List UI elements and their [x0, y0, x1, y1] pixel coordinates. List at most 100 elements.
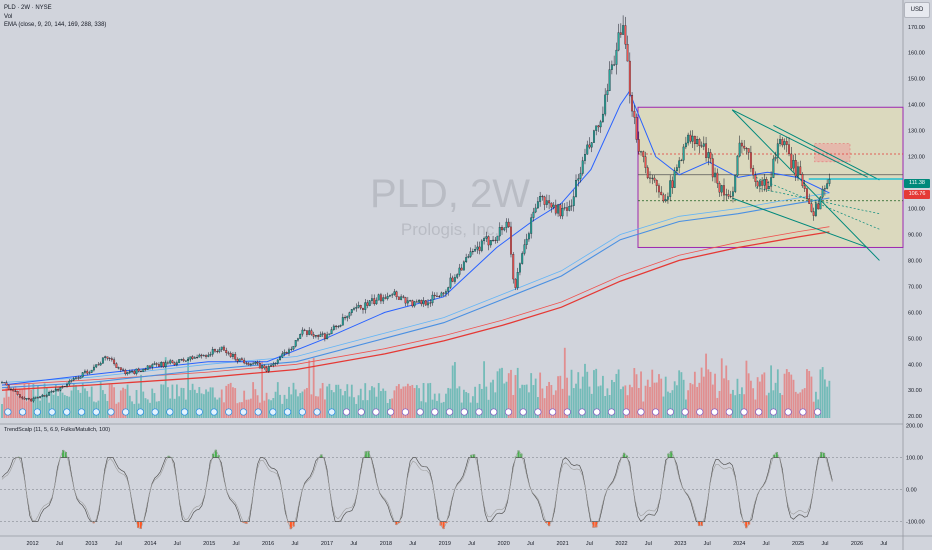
candle-body [7, 384, 10, 390]
candle-body [196, 357, 199, 358]
volume-bar [617, 369, 620, 418]
candle-body [299, 334, 302, 339]
candle-body [393, 291, 396, 295]
candle-body [386, 296, 389, 299]
volume-bar [10, 387, 12, 418]
volume-bar [274, 391, 277, 418]
candle-body [601, 113, 604, 122]
volume-bar [779, 393, 781, 418]
volume-bar [456, 388, 459, 418]
volume-bar [117, 402, 120, 418]
volume-bar [480, 388, 483, 418]
volume-bar [465, 392, 468, 418]
earnings-marker [401, 408, 409, 416]
volume-bar [510, 369, 512, 418]
volume-bar [23, 383, 26, 418]
candle-body [232, 353, 234, 357]
candle-body [453, 277, 456, 282]
indicator-legend: PLD · 2W · NYSE Vol EMA (close, 9, 20, 1… [4, 4, 106, 30]
candle-body [310, 330, 313, 335]
candle-body [516, 272, 519, 288]
candle-body [471, 251, 474, 253]
volume-bar [12, 388, 15, 418]
y-tick-label: 70.00 [908, 284, 922, 290]
volume-bar [332, 392, 335, 418]
candle-body [142, 368, 145, 373]
volume-bar [736, 378, 739, 418]
volume-bar [761, 374, 764, 418]
volume-bar [90, 386, 93, 418]
candle-body [404, 297, 407, 304]
candle-body [745, 148, 748, 150]
ema-338-line [1, 231, 830, 391]
candle-body [557, 204, 560, 214]
candle-body [276, 359, 279, 364]
candle-body [606, 90, 609, 96]
candle-body [319, 334, 322, 337]
volume-bar [189, 390, 192, 418]
volume-line[interactable]: Vol [4, 13, 13, 20]
candle-body [308, 330, 311, 335]
volume-bar [164, 357, 167, 418]
volume-bar [115, 403, 118, 418]
candle-body [314, 335, 317, 337]
event-markers[interactable] [4, 408, 822, 416]
volume-bar [536, 397, 539, 418]
candle-body [57, 389, 60, 391]
volume-bar [563, 347, 566, 418]
candle-body [99, 363, 102, 366]
symbol-line[interactable]: PLD · 2W · NYSE [4, 5, 52, 11]
candle-body [211, 349, 214, 355]
range-box[interactable] [637, 106, 904, 248]
candle-body [353, 308, 355, 310]
volume-bar [700, 367, 703, 418]
ema-line[interactable]: EMA (close, 9, 20, 144, 169, 288, 338) [4, 22, 107, 28]
candle-body [409, 300, 412, 302]
candle-body [14, 390, 17, 392]
volume-bar [498, 368, 501, 418]
candle-body [622, 25, 625, 35]
volume-bar [350, 384, 353, 418]
candle-body [774, 157, 777, 160]
volume-bar [743, 394, 746, 418]
volume-bar [84, 388, 86, 418]
candle-body [673, 170, 676, 188]
candle-body [292, 346, 295, 350]
channel-lower [731, 109, 880, 261]
volume-bar [303, 389, 306, 418]
trend-channel[interactable] [731, 109, 903, 261]
candle-body [474, 249, 477, 252]
currency-button[interactable]: USD [904, 2, 930, 18]
volume-bar [478, 383, 481, 418]
volume-bar [622, 386, 625, 418]
volume-bar [52, 394, 55, 418]
volume-bar [389, 399, 391, 418]
candle-body [536, 201, 539, 209]
candlesticks[interactable] [1, 15, 831, 403]
dividend-marker [210, 408, 218, 416]
candle-body [117, 367, 120, 369]
candle-body [285, 352, 288, 354]
volume-bar [158, 401, 160, 418]
candle-body [36, 397, 39, 399]
volume-bar [828, 380, 831, 418]
volume-bar [249, 398, 252, 418]
volume-bar [512, 394, 515, 418]
oscillator-label[interactable]: TrendScalp (11, 5, 6.9, Fulks/Matulich, … [4, 427, 111, 433]
candle-body [725, 194, 728, 196]
volume-bar [619, 389, 622, 418]
volume-bar [501, 367, 503, 418]
volume-bar [489, 382, 492, 418]
volume-bar [16, 395, 19, 418]
candle-body [431, 294, 434, 304]
candle-body [649, 177, 651, 179]
volume-bar [655, 382, 658, 418]
candle-body [548, 200, 551, 204]
candle-body [258, 363, 261, 369]
candle-body [763, 179, 766, 186]
candle-body [348, 312, 351, 317]
candle-body [433, 294, 436, 297]
x-tick-label: 2012 [26, 541, 38, 547]
candle-body [305, 330, 308, 335]
